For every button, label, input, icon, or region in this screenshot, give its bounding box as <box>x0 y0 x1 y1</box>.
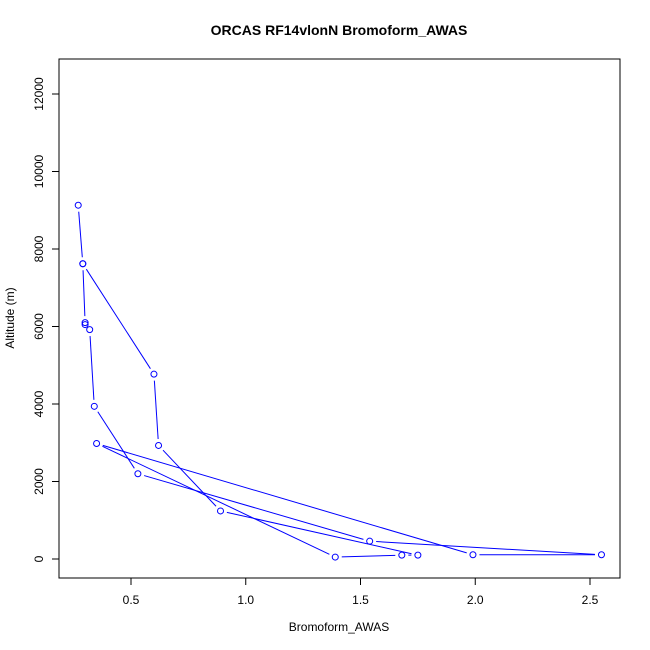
series-segment <box>226 511 412 555</box>
series-segment <box>341 554 396 558</box>
x-tick-label: 1.0 <box>237 593 254 607</box>
data-point <box>155 441 163 449</box>
series-segment <box>143 475 364 540</box>
chart-title: ORCAS RF14vlonN Bromoform_AWAS <box>211 22 468 38</box>
series-segment <box>85 268 151 369</box>
data-point <box>331 553 339 561</box>
series-segment <box>89 336 95 400</box>
data-point <box>150 370 158 378</box>
series-layer <box>74 201 605 561</box>
series-segment <box>102 444 467 554</box>
y-tick-label: 6000 <box>32 313 46 340</box>
x-tick-label: 0.5 <box>123 593 140 607</box>
y-tick-label: 10000 <box>32 154 46 188</box>
y-tick-label: 2000 <box>32 468 46 495</box>
x-tick-label: 2.5 <box>582 593 599 607</box>
y-axis: 0 2000 4000 6000 8000 10000 12000 <box>32 77 60 562</box>
data-point <box>217 507 225 515</box>
data-point <box>90 402 98 410</box>
series-segment <box>102 445 330 555</box>
data-point <box>469 551 477 559</box>
x-tick-label: 2.0 <box>467 593 484 607</box>
data-point <box>414 551 422 559</box>
data-point <box>134 470 142 478</box>
data-point <box>79 260 87 268</box>
data-point <box>74 201 82 209</box>
y-tick-label: 0 <box>32 555 46 562</box>
y-axis-label: Altitude (m) <box>3 287 17 348</box>
data-point <box>81 319 89 327</box>
series-segment <box>153 380 159 440</box>
y-tick-label: 12000 <box>32 77 46 111</box>
data-point <box>86 326 94 334</box>
data-point <box>366 537 374 545</box>
series-segment <box>376 541 596 555</box>
data-point <box>93 440 101 448</box>
plot-frame <box>58 58 621 579</box>
y-tick-label: 8000 <box>32 235 46 262</box>
series-segment <box>78 211 83 258</box>
data-point <box>81 321 89 329</box>
x-tick-label: 1.5 <box>352 593 369 607</box>
series-segment <box>82 270 86 317</box>
x-axis-label: Bromoform_AWAS <box>289 620 389 634</box>
y-tick-label: 4000 <box>32 390 46 417</box>
data-point <box>597 551 605 559</box>
series-segment <box>162 449 217 507</box>
x-axis: 0.5 1.0 1.5 2.0 2.5 <box>123 577 599 607</box>
data-point <box>398 551 406 559</box>
series-segment <box>97 411 135 469</box>
